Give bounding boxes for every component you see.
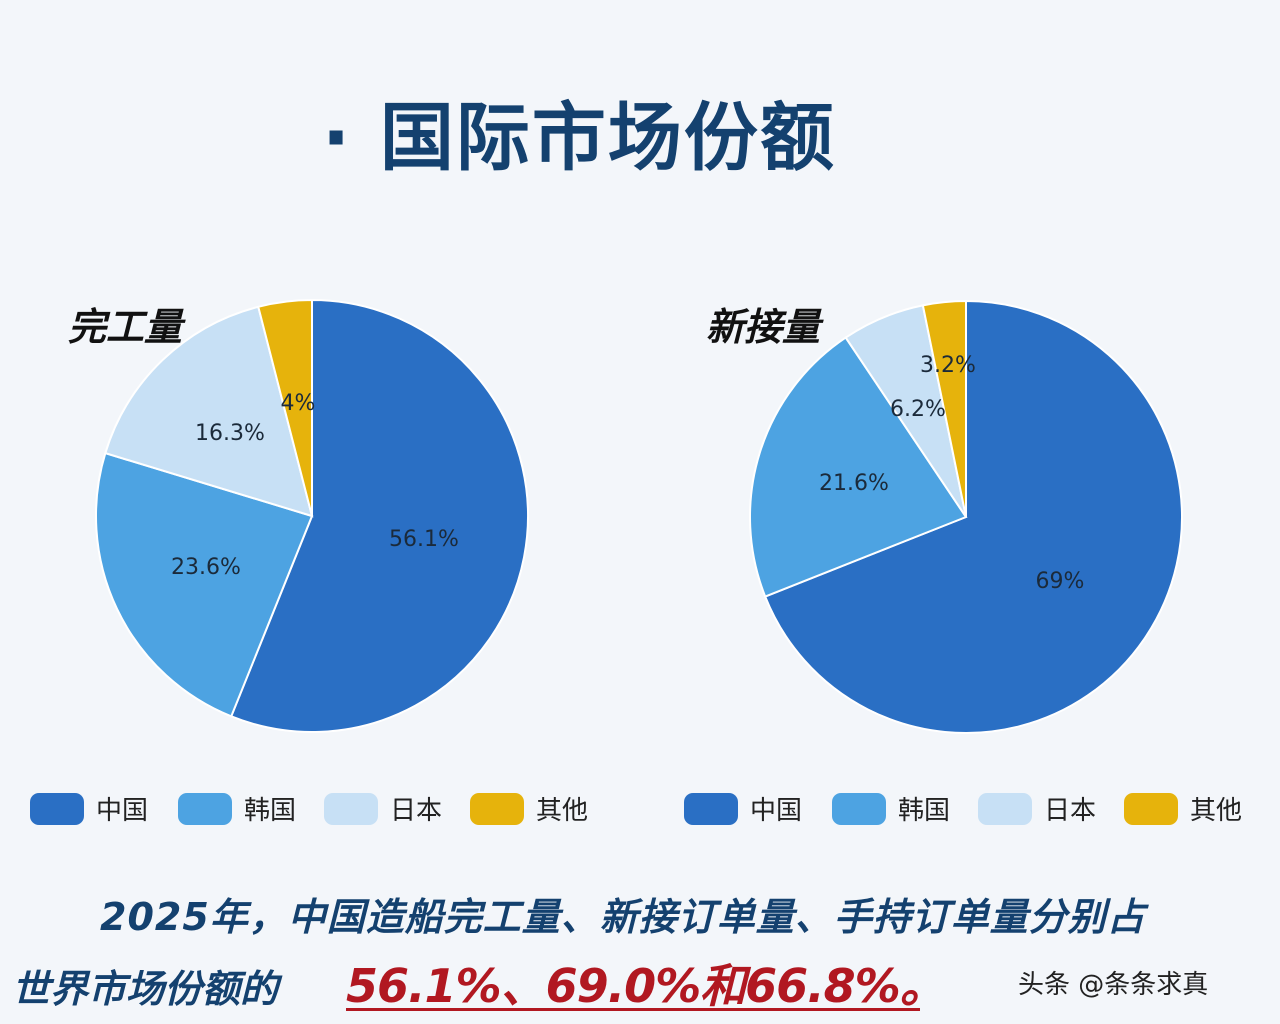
legend-swatch (30, 792, 84, 825)
chart-title-completion: 完工量 (68, 305, 183, 349)
legend-swatch (978, 792, 1032, 825)
legend-swatch (1124, 792, 1178, 825)
pie-slice-0 (229, 298, 529, 733)
pie-slice-1 (95, 451, 314, 718)
pie-slice-0 (763, 299, 1183, 734)
legend-label: 韩国 (244, 796, 297, 826)
page-title: · 国际市场份额 (322, 95, 836, 181)
summary-line-1: 2025年，中国造船完工量、新接订单量、手持订单量分别占 (100, 895, 1146, 939)
slice-value-label: 6.2% (890, 397, 946, 422)
summary-line-2-label: 世界市场份额的 (12, 967, 279, 1011)
summary-underline (346, 1008, 920, 1011)
slice-value-label: 23.6% (171, 555, 241, 580)
slice-value-label: 21.6% (819, 471, 889, 496)
legend-label: 中国 (96, 796, 149, 826)
summary-line-2-values: 56.1%、69.0%和66.8%。 (346, 959, 946, 1013)
legend-label: 其他 (1190, 796, 1243, 826)
legend-swatch (470, 792, 524, 825)
legend-item: 韩国 (832, 790, 950, 827)
legend-label: 中国 (750, 796, 803, 826)
legend-item: 日本 (978, 790, 1096, 827)
pie-slice-3 (921, 299, 967, 518)
slice-value-label: 56.1% (389, 527, 459, 552)
legend-item: 日本 (324, 790, 442, 827)
pie-slice-1 (749, 336, 968, 598)
watermark: 头条 @条条求真 (1018, 970, 1209, 1000)
legend-swatch (178, 792, 232, 825)
slice-value-label: 69% (1036, 569, 1085, 594)
legend-label: 日本 (390, 796, 443, 826)
legend-item: 其他 (470, 790, 588, 827)
legend-item: 中国 (684, 790, 802, 827)
legend-swatch (832, 792, 886, 825)
pie-slice-2 (104, 305, 314, 518)
legend-swatch (684, 792, 738, 825)
legend-item: 其他 (1124, 790, 1242, 827)
pie-chart-new-orders: 69% 21.6% 6.2% 3.2% (749, 299, 1183, 734)
pie-slice-3 (257, 298, 313, 517)
legend-item: 韩国 (178, 790, 296, 827)
slice-value-label: 16.3% (195, 421, 265, 446)
chart-title-new-orders: 新接量 (706, 305, 821, 349)
legend-swatch (324, 792, 378, 825)
legend-item: 中国 (30, 790, 148, 827)
slice-value-label: 3.2% (920, 353, 976, 378)
slice-value-label: 4% (281, 391, 316, 416)
legend-label: 韩国 (898, 796, 951, 826)
pie-chart-completion: 56.1% 23.6% 16.3% 4% (95, 298, 529, 733)
legend-label: 日本 (1044, 796, 1097, 826)
legend-label: 其他 (536, 796, 589, 826)
